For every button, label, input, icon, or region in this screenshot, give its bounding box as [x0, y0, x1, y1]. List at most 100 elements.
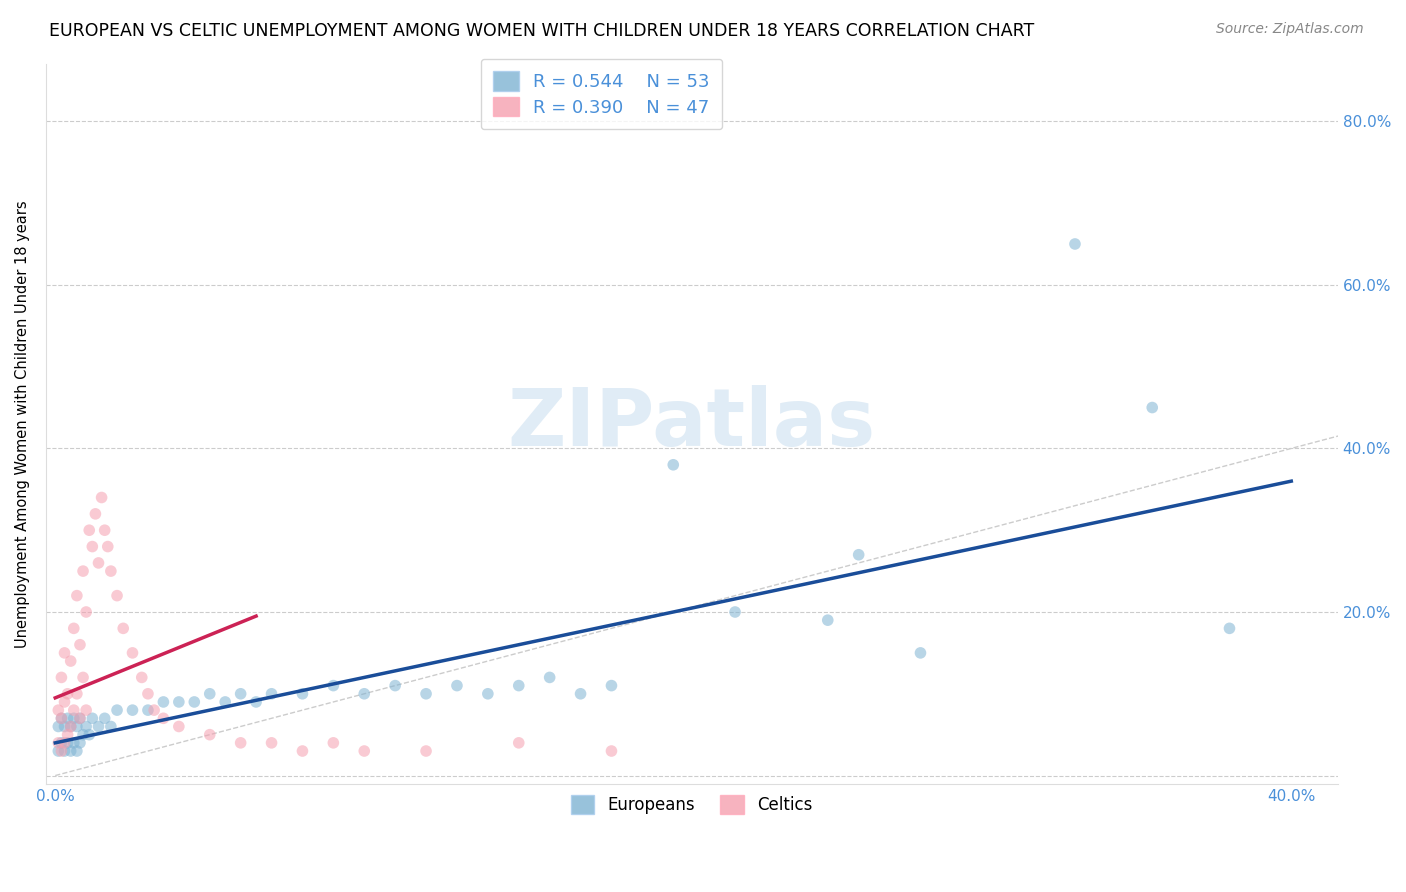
Point — [82, 540, 104, 554]
Y-axis label: Unemployment Among Women with Children Under 18 years: Unemployment Among Women with Children U… — [15, 200, 30, 648]
Point — [59, 654, 82, 668]
Point — [51, 736, 73, 750]
Point — [46, 736, 69, 750]
Point — [183, 695, 205, 709]
Point — [105, 703, 128, 717]
Point — [75, 605, 97, 619]
Point — [229, 687, 252, 701]
Point — [75, 703, 97, 717]
Point — [72, 670, 94, 684]
Point — [69, 711, 91, 725]
Point — [51, 711, 73, 725]
Point — [46, 719, 69, 733]
Point — [167, 695, 190, 709]
Point — [53, 695, 76, 709]
Point — [72, 564, 94, 578]
Point — [53, 736, 76, 750]
Point — [51, 711, 73, 725]
Point — [69, 711, 91, 725]
Point — [66, 589, 89, 603]
Point — [66, 719, 89, 733]
Point — [446, 679, 468, 693]
Point — [121, 703, 143, 717]
Point — [51, 670, 73, 684]
Point — [87, 556, 110, 570]
Point — [69, 736, 91, 750]
Point — [569, 687, 592, 701]
Point — [46, 744, 69, 758]
Point — [105, 589, 128, 603]
Point — [66, 744, 89, 758]
Point — [415, 687, 437, 701]
Legend: Europeans, Celtics: Europeans, Celtics — [560, 784, 824, 826]
Text: ZIPatlas: ZIPatlas — [508, 384, 876, 463]
Point — [198, 728, 221, 742]
Point — [353, 687, 375, 701]
Point — [84, 507, 107, 521]
Point — [66, 687, 89, 701]
Point — [82, 711, 104, 725]
Point — [59, 744, 82, 758]
Point — [56, 736, 79, 750]
Point — [93, 523, 115, 537]
Point — [59, 719, 82, 733]
Point — [90, 491, 112, 505]
Point — [56, 687, 79, 701]
Point — [143, 703, 166, 717]
Point — [100, 719, 122, 733]
Point — [322, 679, 344, 693]
Point — [1064, 237, 1087, 252]
Point — [136, 703, 159, 717]
Point — [77, 523, 100, 537]
Point — [62, 736, 84, 750]
Point — [56, 728, 79, 742]
Point — [46, 703, 69, 717]
Point — [538, 670, 561, 684]
Point — [260, 687, 283, 701]
Point — [100, 564, 122, 578]
Point — [1218, 621, 1240, 635]
Point — [600, 744, 623, 758]
Point — [167, 719, 190, 733]
Point — [508, 679, 530, 693]
Point — [508, 736, 530, 750]
Point — [415, 744, 437, 758]
Point — [62, 621, 84, 635]
Point — [291, 687, 314, 701]
Point — [131, 670, 153, 684]
Point — [291, 744, 314, 758]
Point — [87, 719, 110, 733]
Point — [229, 736, 252, 750]
Point — [51, 744, 73, 758]
Point — [112, 621, 135, 635]
Point — [62, 711, 84, 725]
Point — [848, 548, 870, 562]
Point — [662, 458, 685, 472]
Point — [69, 638, 91, 652]
Point — [62, 703, 84, 717]
Point — [384, 679, 406, 693]
Point — [59, 719, 82, 733]
Point — [214, 695, 236, 709]
Point — [353, 744, 375, 758]
Point — [72, 728, 94, 742]
Point — [477, 687, 499, 701]
Point — [724, 605, 747, 619]
Point — [322, 736, 344, 750]
Point — [198, 687, 221, 701]
Point — [152, 711, 174, 725]
Text: Source: ZipAtlas.com: Source: ZipAtlas.com — [1216, 22, 1364, 37]
Text: EUROPEAN VS CELTIC UNEMPLOYMENT AMONG WOMEN WITH CHILDREN UNDER 18 YEARS CORRELA: EUROPEAN VS CELTIC UNEMPLOYMENT AMONG WO… — [49, 22, 1035, 40]
Point — [152, 695, 174, 709]
Point — [53, 744, 76, 758]
Point — [97, 540, 120, 554]
Point — [817, 613, 839, 627]
Point — [600, 679, 623, 693]
Point — [56, 711, 79, 725]
Point — [121, 646, 143, 660]
Point — [910, 646, 932, 660]
Point — [75, 719, 97, 733]
Point — [260, 736, 283, 750]
Point — [1142, 401, 1164, 415]
Point — [136, 687, 159, 701]
